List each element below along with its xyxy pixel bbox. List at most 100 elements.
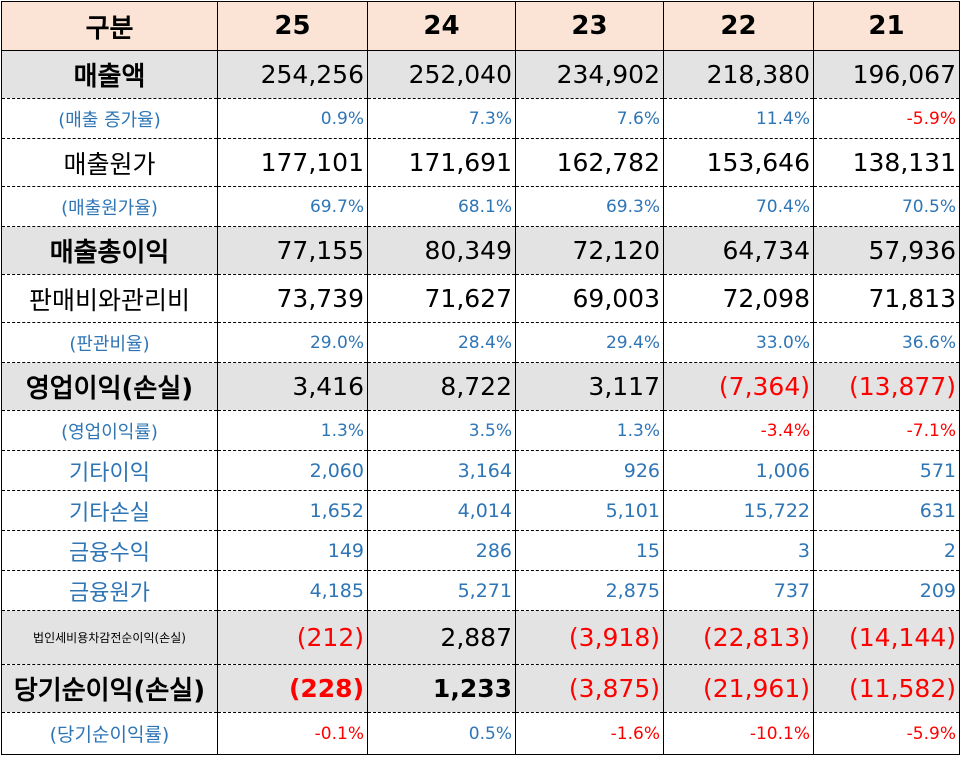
value-cell: 57,936 — [813, 226, 960, 275]
value-cell: 196,067 — [813, 50, 960, 99]
value-cell: 64,734 — [663, 226, 814, 275]
value-cell: 138,131 — [813, 138, 960, 187]
value-cell: 29.4% — [515, 322, 664, 363]
value-cell: 737 — [663, 570, 814, 611]
row-sga-ratio: (판관비율) 29.0% 28.4% 29.4% 33.0% 36.6% — [1, 322, 960, 363]
value-cell: 177,101 — [217, 138, 368, 187]
value-cell: 73,739 — [217, 274, 368, 323]
value-cell: 171,691 — [367, 138, 516, 187]
value-cell: 15 — [515, 530, 664, 571]
value-cell: 70.5% — [813, 186, 960, 227]
row-cogs: 매출원가 177,101 171,691 162,782 153,646 138… — [1, 138, 960, 187]
value-cell: 28.4% — [367, 322, 516, 363]
row-revenue: 매출액 254,256 252,040 234,902 218,380 196,… — [1, 50, 960, 99]
value-cell: 4,185 — [217, 570, 368, 611]
value-cell: 0.9% — [217, 98, 368, 139]
row-label: 당기순이익(손실) — [1, 664, 218, 713]
value-cell: 218,380 — [663, 50, 814, 99]
value-cell: 1,233 — [367, 664, 516, 713]
row-label: 기타이익 — [1, 450, 218, 491]
value-cell: 153,646 — [663, 138, 814, 187]
value-cell: 1,652 — [217, 490, 368, 531]
value-cell: 15,722 — [663, 490, 814, 531]
header-label: 구분 — [1, 1, 218, 51]
value-cell: 69.3% — [515, 186, 664, 227]
year-header: 25 — [217, 1, 368, 51]
row-label: (영업이익률) — [1, 410, 218, 451]
row-label: (매출 증가율) — [1, 98, 218, 139]
row-label: 금융수익 — [1, 530, 218, 571]
value-cell: 8,722 — [367, 362, 516, 411]
value-cell: -5.9% — [813, 712, 960, 755]
row-label: 판매비와관리비 — [1, 274, 218, 323]
row-label: 매출액 — [1, 50, 218, 99]
value-cell: 7.6% — [515, 98, 664, 139]
row-label: 영업이익(손실) — [1, 362, 218, 411]
value-cell: 5,101 — [515, 490, 664, 531]
value-cell: 70.4% — [663, 186, 814, 227]
value-cell: -3.4% — [663, 410, 814, 451]
value-cell: (228) — [217, 664, 368, 713]
value-cell: 3.5% — [367, 410, 516, 451]
value-cell: 254,256 — [217, 50, 368, 99]
row-finance-income: 금융수익 149 286 15 3 2 — [1, 530, 960, 571]
value-cell: -10.1% — [663, 712, 814, 755]
year-header: 21 — [813, 1, 960, 51]
year-header: 24 — [367, 1, 516, 51]
value-cell: 4,014 — [367, 490, 516, 531]
value-cell: 69.7% — [217, 186, 368, 227]
value-cell: 1.3% — [515, 410, 664, 451]
value-cell: 3 — [663, 530, 814, 571]
header-row: 구분 25 24 23 22 21 — [1, 1, 960, 51]
value-cell: (21,961) — [663, 664, 814, 713]
value-cell: 162,782 — [515, 138, 664, 187]
year-header: 22 — [663, 1, 814, 51]
value-cell: 286 — [367, 530, 516, 571]
value-cell: 571 — [813, 450, 960, 491]
value-cell: 36.6% — [813, 322, 960, 363]
value-cell: -0.1% — [217, 712, 368, 755]
value-cell: -5.9% — [813, 98, 960, 139]
row-operating-margin: (영업이익률) 1.3% 3.5% 1.3% -3.4% -7.1% — [1, 410, 960, 451]
value-cell: 3,164 — [367, 450, 516, 491]
value-cell: 3,416 — [217, 362, 368, 411]
row-other-income: 기타이익 2,060 3,164 926 1,006 571 — [1, 450, 960, 491]
value-cell: (212) — [217, 610, 368, 665]
value-cell: 2,060 — [217, 450, 368, 491]
row-label: 금융원가 — [1, 570, 218, 611]
value-cell: (13,877) — [813, 362, 960, 411]
row-gross-profit: 매출총이익 77,155 80,349 72,120 64,734 57,936 — [1, 226, 960, 275]
value-cell: (3,875) — [515, 664, 664, 713]
row-other-loss: 기타손실 1,652 4,014 5,101 15,722 631 — [1, 490, 960, 531]
value-cell: 72,098 — [663, 274, 814, 323]
value-cell: 2,875 — [515, 570, 664, 611]
value-cell: (14,144) — [813, 610, 960, 665]
row-label: (당기순이익률) — [1, 712, 218, 755]
row-label: 매출원가 — [1, 138, 218, 187]
value-cell: 72,120 — [515, 226, 664, 275]
value-cell: 631 — [813, 490, 960, 531]
value-cell: 2 — [813, 530, 960, 571]
value-cell: 3,117 — [515, 362, 664, 411]
value-cell: 77,155 — [217, 226, 368, 275]
value-cell: 33.0% — [663, 322, 814, 363]
value-cell: 71,627 — [367, 274, 516, 323]
row-label: 매출총이익 — [1, 226, 218, 275]
value-cell: (3,918) — [515, 610, 664, 665]
row-pretax-income: 법인세비용차감전순이익(손실) (212) 2,887 (3,918) (22,… — [1, 610, 960, 665]
row-net-income: 당기순이익(손실) (228) 1,233 (3,875) (21,961) (… — [1, 664, 960, 713]
value-cell: (7,364) — [663, 362, 814, 411]
value-cell: -1.6% — [515, 712, 664, 755]
value-cell: 11.4% — [663, 98, 814, 139]
value-cell: 1,006 — [663, 450, 814, 491]
value-cell: 234,902 — [515, 50, 664, 99]
value-cell: 7.3% — [367, 98, 516, 139]
value-cell: 0.5% — [367, 712, 516, 755]
value-cell: 209 — [813, 570, 960, 611]
row-net-margin: (당기순이익률) -0.1% 0.5% -1.6% -10.1% -5.9% — [1, 712, 960, 755]
value-cell: 71,813 — [813, 274, 960, 323]
value-cell: 69,003 — [515, 274, 664, 323]
value-cell: 1.3% — [217, 410, 368, 451]
value-cell: 68.1% — [367, 186, 516, 227]
